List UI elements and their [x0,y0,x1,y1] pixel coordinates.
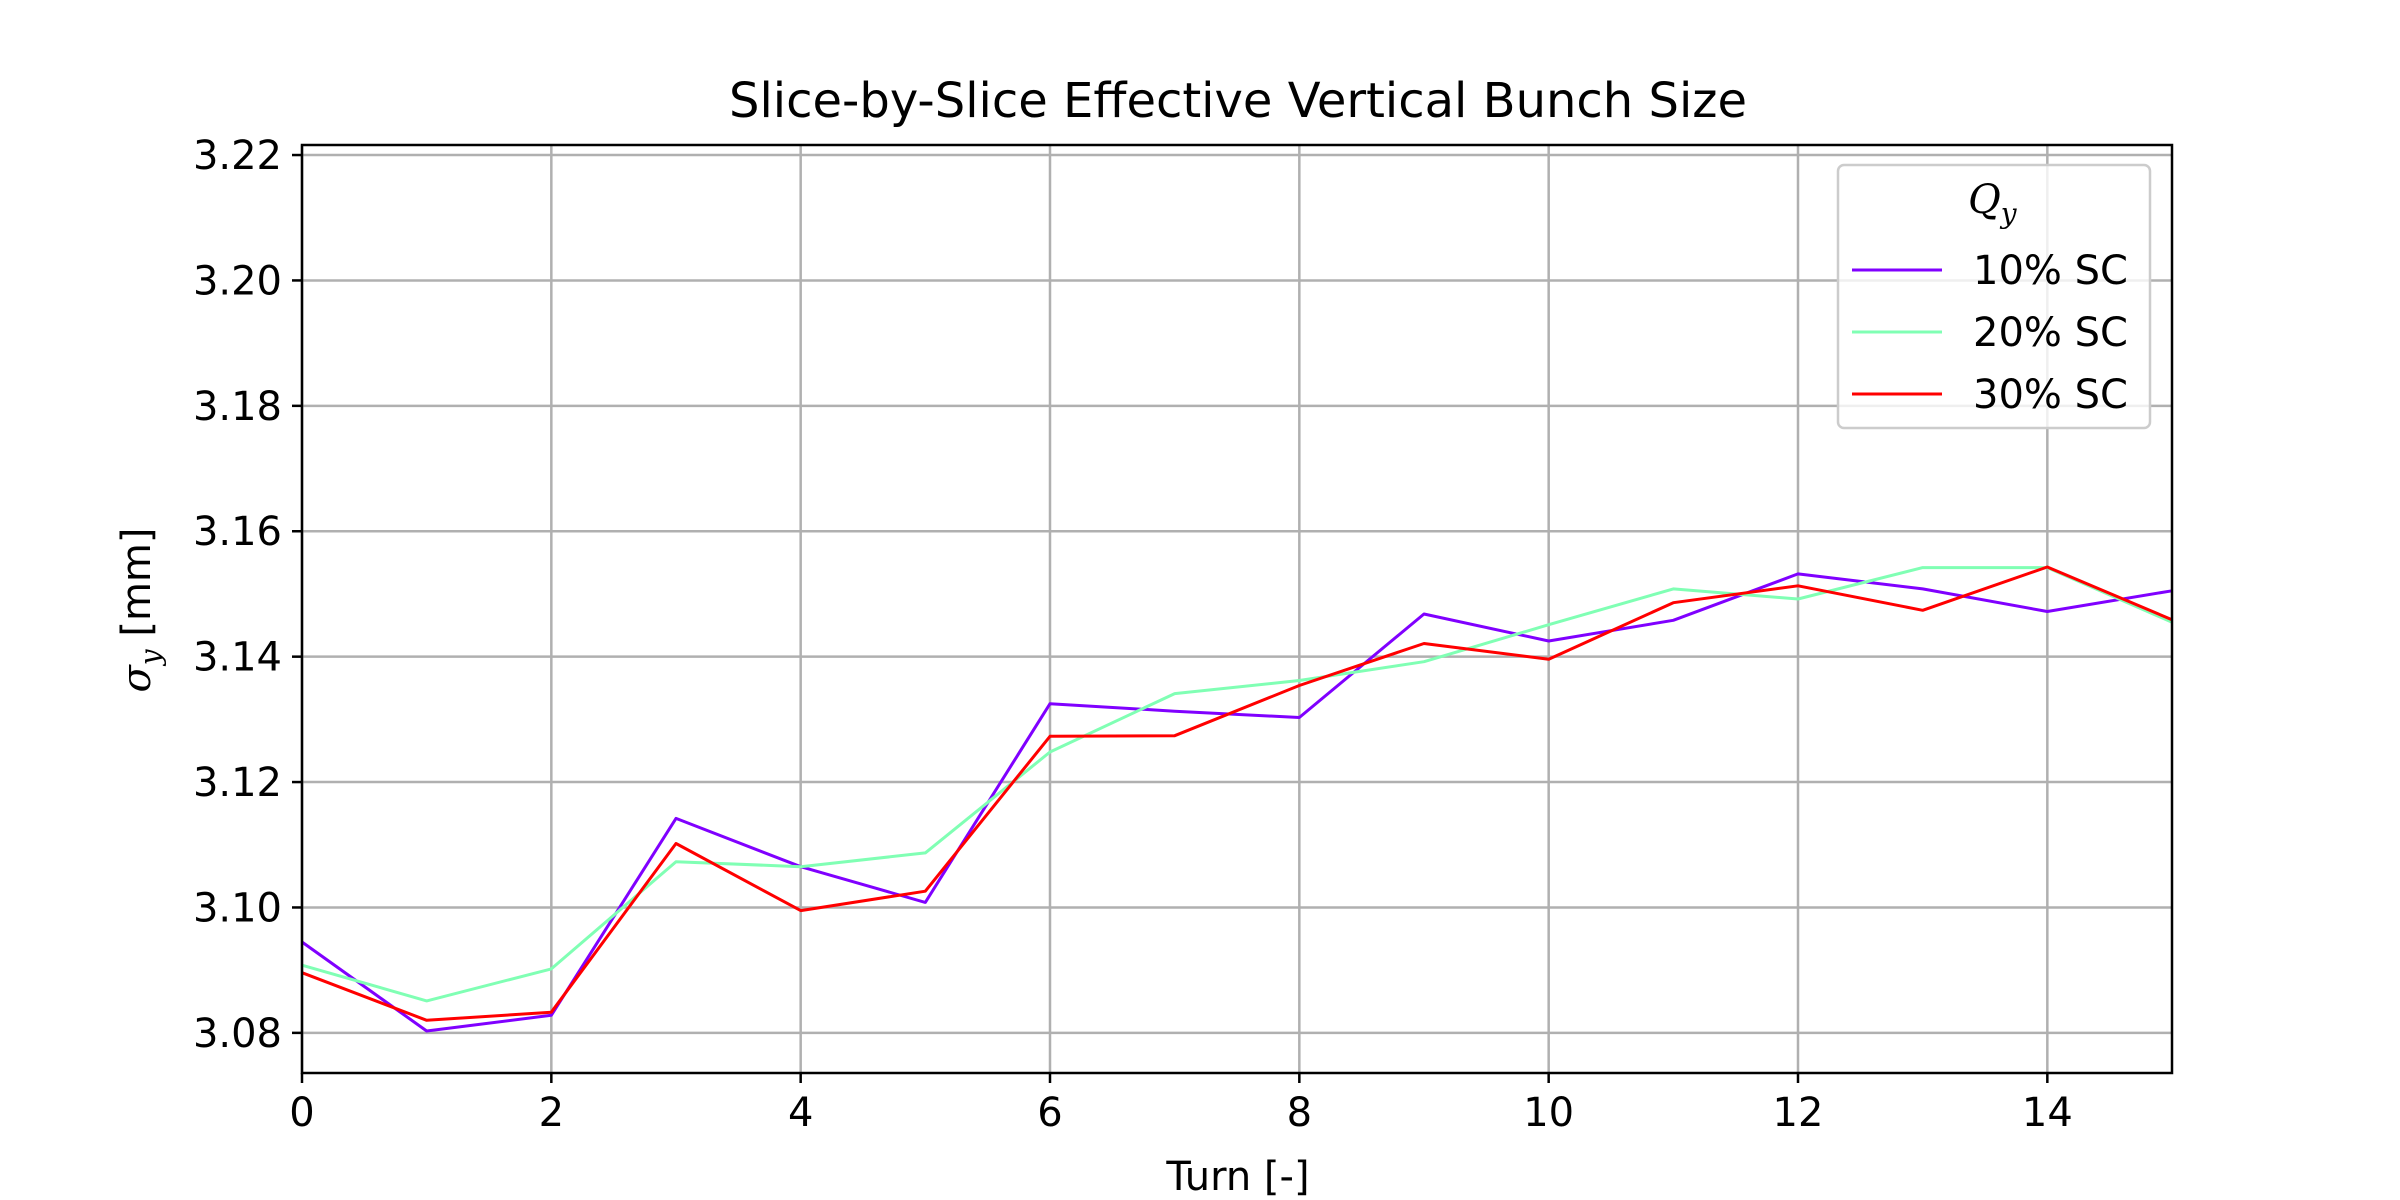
x-tick-label: 0 [289,1090,314,1136]
series-line-3 [301,565,2173,1022]
y-axis-unit: [mm] [114,528,160,650]
x-tick-label: 12 [1773,1090,1824,1136]
chart-title: Slice-by-Slice Effective Vertical Bunch … [729,73,1747,129]
plot-frame [300,143,2174,1075]
legend-title-symbol: Q [1968,177,2001,223]
legend-label: 20% SC [1973,310,2128,356]
x-tick-label: 6 [1037,1090,1062,1136]
x-tick-label: 14 [2022,1090,2073,1136]
x-axis-title: Turn [-] [1165,1154,1309,1200]
legend-title-subscript: y [1999,197,2018,230]
y-tick-label: 3.22 [193,133,282,179]
x-tick-label: 4 [788,1090,813,1136]
y-axis-title: σy [mm] [114,528,167,693]
legend-entries: 10% SC 20% SC 30% SC [1852,248,2128,418]
series-line-2 [301,566,2173,1003]
y-tick-label: 3.14 [193,635,282,681]
y-tick-label: 3.18 [193,384,282,430]
axis-ticks: 0 2 4 6 8 10 12 14 3.08 3.10 3.12 3.14 3.16 3.18 3.20 3… [193,133,2073,1136]
y-axis-symbol: σ [114,664,160,693]
y-tick-label: 3.20 [193,258,282,304]
legend-title: Qy [1968,177,2018,230]
legend: Qy 10% SC 20% SC 30% SC [1836,163,2152,430]
y-tick-label: 3.16 [193,509,282,555]
series-lines [301,565,2173,1033]
x-tick-label: 8 [1287,1090,1312,1136]
legend-box [1836,163,2152,430]
y-axis-symbol-subscript: y [134,648,167,667]
y-tick-label: 3.08 [193,1011,282,1057]
x-tick-label: 10 [1523,1090,1574,1136]
y-tick-label: 3.12 [193,760,282,806]
x-tick-label: 2 [539,1090,564,1136]
legend-label: 30% SC [1973,372,2128,418]
y-tick-label: 3.10 [193,885,282,931]
legend-label: 10% SC [1973,248,2128,294]
